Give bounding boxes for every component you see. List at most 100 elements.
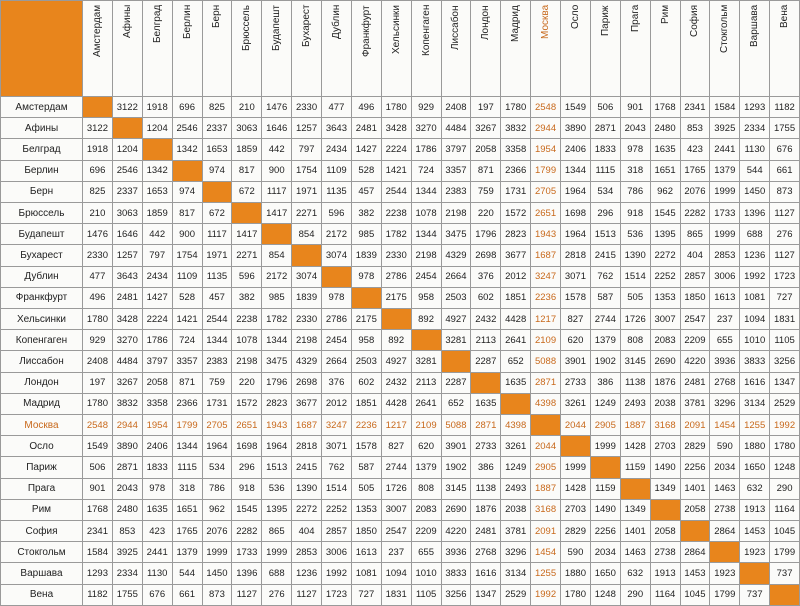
distance-cell: 1833: [141, 456, 173, 479]
distance-cell: 2415: [291, 456, 322, 479]
column-header-text: Лиссабон: [450, 5, 462, 50]
distance-cell: 3936: [709, 350, 741, 373]
distance-cell: 1454: [530, 541, 561, 564]
distance-cell: 661: [171, 583, 203, 606]
distance-cell: 1971: [291, 180, 322, 204]
distance-cell: 2698: [470, 244, 502, 267]
distance-cell: 2829: [560, 520, 591, 543]
distance-cell: 1782: [261, 308, 293, 331]
distance-cell: 3168: [649, 414, 681, 437]
table-row: Прага 901 2043 978 318 786 918 536 1390 1514 505 17…: [0, 477, 800, 500]
distance-cell: 1754: [291, 159, 322, 182]
distance-cell: 3261: [500, 435, 532, 458]
distance-cell: 873: [201, 583, 233, 606]
distance-cell: 762: [321, 456, 352, 479]
distance-cell: 929: [410, 95, 442, 119]
distance-cell: 1094: [739, 308, 771, 331]
distance-cell: 2786: [380, 265, 412, 288]
distance-cell: 3145: [619, 350, 651, 373]
distance-cell: 3168: [530, 498, 561, 522]
distance-cell: 237: [380, 541, 412, 564]
distance-cell: 1859: [231, 138, 263, 161]
distance-cell: 978: [321, 286, 352, 310]
distance-cell: 632: [619, 562, 651, 585]
distance-cell: 2548: [82, 414, 113, 437]
column-header: Франкфурт: [350, 0, 382, 97]
diagonal-cell: [500, 392, 532, 416]
table-row: Копенгаген 929 3270 1786 724 1344 1078 1344 2198…: [0, 329, 800, 352]
distance-cell: 817: [231, 159, 263, 182]
table-row: Афины 3122 1204 2546 2337 3063 1646 1257 3643 248…: [0, 117, 800, 140]
distance-cell: 1204: [141, 117, 173, 140]
distance-cell: 2252: [649, 265, 681, 288]
column-header-text: Брюссель: [241, 5, 253, 51]
distance-cell: 1839: [291, 286, 322, 310]
distance-cell: 2044: [560, 414, 591, 437]
distance-cell: 1584: [709, 95, 741, 119]
distance-cell: 3256: [440, 583, 472, 606]
distance-cell: 727: [769, 286, 800, 310]
distance-cell: 759: [470, 180, 502, 204]
distance-cell: 290: [769, 477, 800, 500]
distance-cell: 1349: [649, 477, 681, 500]
distance-cell: 1109: [321, 159, 352, 182]
distance-cell: 197: [82, 371, 113, 394]
distance-cell: 544: [739, 159, 771, 182]
distance-cell: 978: [619, 138, 651, 161]
distance-cell: 3270: [111, 329, 143, 352]
table-row: Дублин 477 3643 2434 1109 1135 596 2172 3074 978 2…: [0, 265, 800, 288]
distance-cell: 1796: [470, 223, 502, 246]
distance-cell: 1584: [82, 541, 113, 564]
distance-cell: 1650: [589, 562, 621, 585]
distance-cell: 1780: [82, 392, 113, 416]
distance-cell: 2871: [589, 117, 621, 140]
distance-cell: 220: [470, 202, 502, 225]
distance-cell: 536: [619, 223, 651, 246]
row-header: Лиссабон: [0, 350, 83, 373]
distance-cell: 1653: [201, 138, 233, 161]
distance-cell: 817: [171, 202, 203, 225]
distance-cell: 3475: [440, 223, 472, 246]
distance-cell: 1248: [589, 583, 621, 606]
distance-cell: 1127: [769, 202, 800, 225]
distance-cell: 2076: [201, 520, 233, 543]
distance-cell: 827: [380, 435, 412, 458]
distance-cell: 1135: [321, 180, 352, 204]
distance-cell: 1130: [739, 138, 771, 161]
distance-cell: 1876: [470, 498, 502, 522]
distance-cell: 871: [171, 371, 203, 394]
distance-cell: 2272: [291, 498, 322, 522]
distance-cell: 962: [649, 180, 681, 204]
distance-cell: 958: [350, 329, 382, 352]
distance-cell: 404: [291, 520, 322, 543]
distance-cell: 602: [470, 286, 502, 310]
distance-cell: 2547: [679, 308, 711, 331]
distance-cell: 2864: [679, 541, 711, 564]
distance-cell: 696: [82, 159, 113, 182]
distance-cell: 1876: [649, 371, 681, 394]
diagonal-cell: [141, 138, 173, 161]
distance-cell: 1396: [739, 202, 771, 225]
distance-cell: 2944: [530, 117, 561, 140]
distance-cell: 1514: [619, 265, 651, 288]
distance-cell: 1476: [261, 95, 293, 119]
distance-cell: 3925: [111, 541, 143, 564]
distance-cell: 854: [291, 223, 322, 246]
distance-cell: 1765: [171, 520, 203, 543]
distance-cell: 1395: [649, 223, 681, 246]
row-header: Афины: [0, 117, 83, 140]
distance-cell: 3781: [500, 520, 532, 543]
distance-cell: 1453: [679, 562, 711, 585]
distance-cell: 1572: [500, 202, 532, 225]
distance-cell: 724: [410, 159, 442, 182]
distance-cell: 3890: [560, 117, 591, 140]
distance-cell: 2733: [470, 435, 502, 458]
distance-cell: 865: [679, 223, 711, 246]
distance-cell: 1428: [560, 477, 591, 500]
distance-cell: 1293: [739, 95, 771, 119]
distance-cell: 1349: [619, 498, 651, 522]
distance-cell: 2236: [530, 286, 561, 310]
distance-cell: 296: [231, 456, 263, 479]
distance-cell: 2334: [111, 562, 143, 585]
distance-cell: 1105: [769, 329, 800, 352]
